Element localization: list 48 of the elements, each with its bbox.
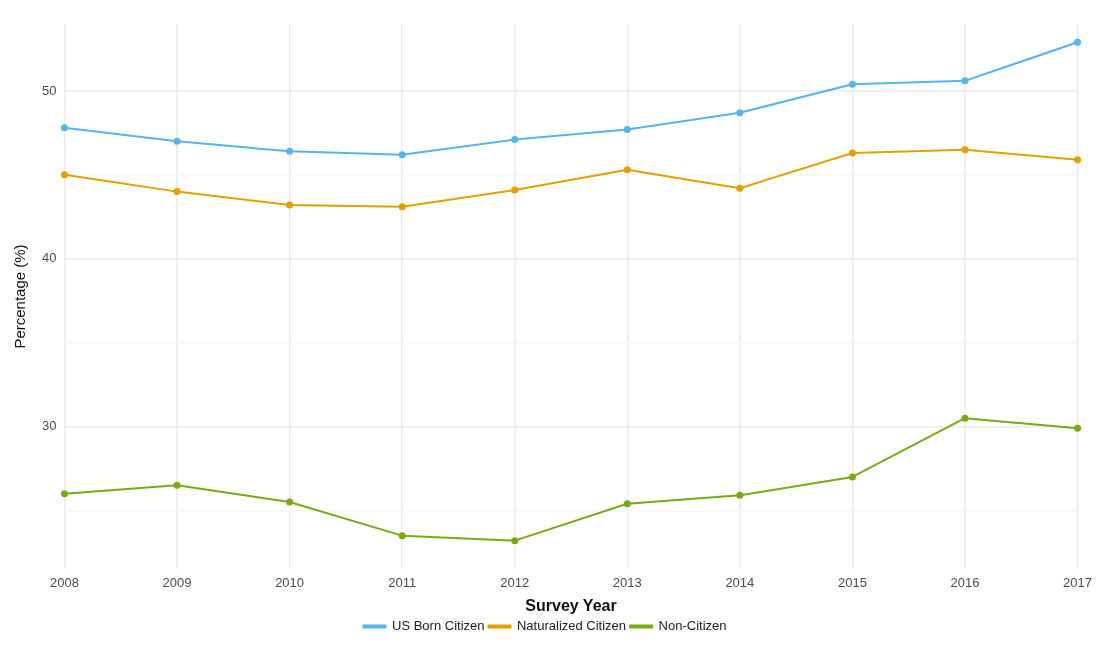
x-tick-label: 2016 xyxy=(950,574,980,590)
legend-label: Naturalized Citizen xyxy=(516,618,627,634)
point xyxy=(1074,156,1082,164)
point xyxy=(961,146,969,154)
point xyxy=(848,473,856,481)
legend-label: Non-Citizen xyxy=(658,618,727,634)
point xyxy=(1074,424,1082,432)
point xyxy=(511,186,519,194)
point xyxy=(736,491,744,499)
point xyxy=(1074,38,1082,46)
point xyxy=(173,188,181,196)
point xyxy=(736,184,744,192)
point xyxy=(511,136,519,144)
point xyxy=(961,77,969,85)
x-tick-label: 2008 xyxy=(50,574,79,590)
legend-label: US Born Citizen xyxy=(392,618,485,634)
x-tick-label: 2015 xyxy=(837,574,867,590)
x-tick-label: 2011 xyxy=(388,574,417,590)
point xyxy=(623,500,631,508)
x-tick-label: 2010 xyxy=(275,574,305,590)
point xyxy=(511,537,519,545)
y-axis-title: Percentage (%) xyxy=(11,244,29,349)
x-tick-label: 2013 xyxy=(612,574,642,590)
point xyxy=(961,414,969,422)
point xyxy=(286,498,294,506)
point xyxy=(736,109,744,117)
point xyxy=(60,124,68,132)
x-axis-title: Survey Year xyxy=(525,596,617,614)
point xyxy=(848,149,856,157)
point xyxy=(173,481,181,489)
point xyxy=(286,201,294,209)
point xyxy=(623,126,631,134)
y-tick-label: 40 xyxy=(41,250,57,266)
x-tick-label: 2014 xyxy=(725,574,755,590)
point xyxy=(60,490,68,498)
point xyxy=(173,137,181,145)
x-tick-label: 2012 xyxy=(500,574,530,590)
point xyxy=(398,151,406,159)
y-tick-label: 30 xyxy=(41,418,57,434)
x-tick-label: 2017 xyxy=(1063,574,1092,590)
point xyxy=(848,80,856,88)
point xyxy=(623,166,631,174)
point xyxy=(286,147,294,155)
point xyxy=(398,532,406,540)
x-tick-label: 2009 xyxy=(162,574,192,590)
point xyxy=(398,203,406,211)
y-tick-label: 50 xyxy=(41,82,57,98)
point xyxy=(60,171,68,179)
